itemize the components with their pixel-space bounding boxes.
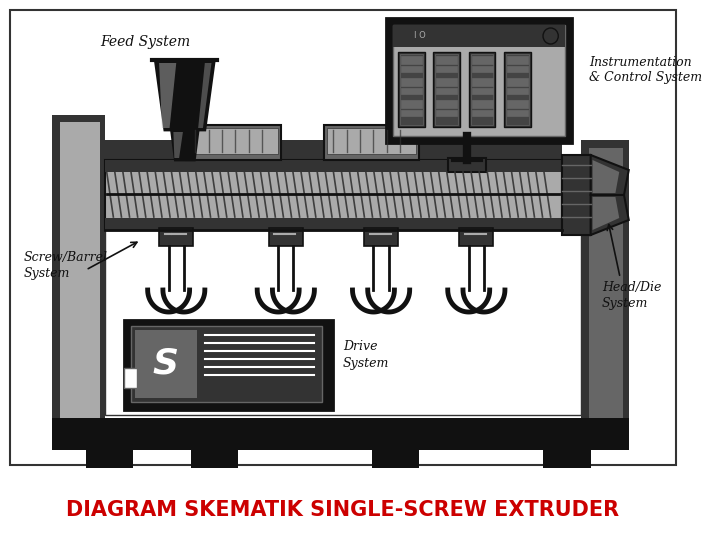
Bar [436, 100, 457, 108]
Polygon shape [590, 195, 629, 235]
Circle shape [378, 286, 399, 308]
Text: Head/Die
System: Head/Die System [602, 280, 662, 309]
Bar [364, 228, 398, 246]
Bar [159, 228, 194, 246]
Polygon shape [593, 160, 619, 193]
Bar [433, 52, 460, 127]
Bar [105, 218, 562, 230]
Circle shape [268, 286, 289, 308]
Bar [436, 78, 457, 86]
Bar [448, 158, 486, 172]
Text: Instrumentation
& Control System: Instrumentation & Control System [589, 56, 702, 84]
Bar [472, 88, 492, 94]
Bar [400, 54, 423, 125]
Bar [504, 52, 531, 127]
Bar [401, 88, 422, 94]
Bar [398, 52, 425, 127]
Bar [507, 56, 528, 64]
Polygon shape [171, 130, 198, 160]
Bar [53, 115, 105, 450]
Bar [269, 228, 303, 246]
Bar [472, 110, 492, 116]
Bar [506, 54, 528, 125]
Circle shape [474, 286, 495, 308]
Bar [562, 155, 590, 235]
Polygon shape [593, 197, 619, 230]
Text: Drive
System: Drive System [343, 341, 390, 369]
Circle shape [458, 286, 480, 308]
Polygon shape [159, 63, 176, 128]
Bar [507, 78, 528, 86]
Circle shape [283, 286, 304, 308]
Bar [60, 122, 100, 442]
Bar [392, 25, 565, 47]
Bar [191, 450, 238, 468]
Bar [132, 326, 322, 402]
Polygon shape [156, 60, 215, 130]
Bar [472, 66, 492, 72]
Bar [436, 56, 457, 64]
Polygon shape [174, 132, 183, 158]
Polygon shape [198, 63, 212, 128]
Bar [543, 450, 590, 468]
Bar [386, 18, 572, 143]
Bar [401, 78, 422, 86]
Bar [401, 110, 422, 116]
Bar [581, 140, 629, 450]
Bar [9, 10, 676, 465]
Bar [472, 56, 492, 64]
Text: DIAGRAM SKEMATIK SINGLE-SCREW EXTRUDER: DIAGRAM SKEMATIK SINGLE-SCREW EXTRUDER [66, 500, 619, 520]
Bar [436, 54, 458, 125]
Bar [436, 88, 457, 94]
Polygon shape [590, 155, 629, 195]
Bar [135, 330, 197, 398]
Bar [507, 110, 528, 116]
Bar [472, 100, 492, 108]
Bar [401, 56, 422, 64]
Bar [124, 320, 333, 410]
Circle shape [158, 286, 179, 308]
Bar [124, 368, 138, 388]
Circle shape [543, 28, 558, 44]
Bar [436, 66, 457, 72]
Bar [507, 100, 528, 108]
Bar [186, 125, 281, 160]
Bar [469, 52, 495, 127]
Circle shape [363, 286, 384, 308]
Bar [459, 228, 493, 246]
Bar [105, 140, 562, 160]
Text: Feed System: Feed System [100, 35, 190, 49]
Bar [401, 66, 422, 72]
Bar [471, 54, 493, 125]
Bar [589, 148, 623, 442]
Bar [53, 418, 629, 450]
Bar [507, 88, 528, 94]
Bar [105, 160, 562, 172]
Text: Screw/Barrel
System: Screw/Barrel System [24, 251, 108, 280]
Bar [472, 78, 492, 86]
Bar [324, 125, 419, 160]
Bar [372, 450, 419, 468]
Bar [105, 230, 581, 415]
Bar [105, 160, 562, 230]
Bar [86, 450, 133, 468]
Text: S: S [153, 347, 179, 381]
Bar [189, 128, 278, 154]
Bar [436, 110, 457, 116]
Text: I O: I O [415, 31, 426, 40]
Bar [401, 100, 422, 108]
Bar [507, 66, 528, 72]
Bar [392, 25, 565, 136]
Bar [327, 128, 416, 154]
Circle shape [174, 286, 194, 308]
